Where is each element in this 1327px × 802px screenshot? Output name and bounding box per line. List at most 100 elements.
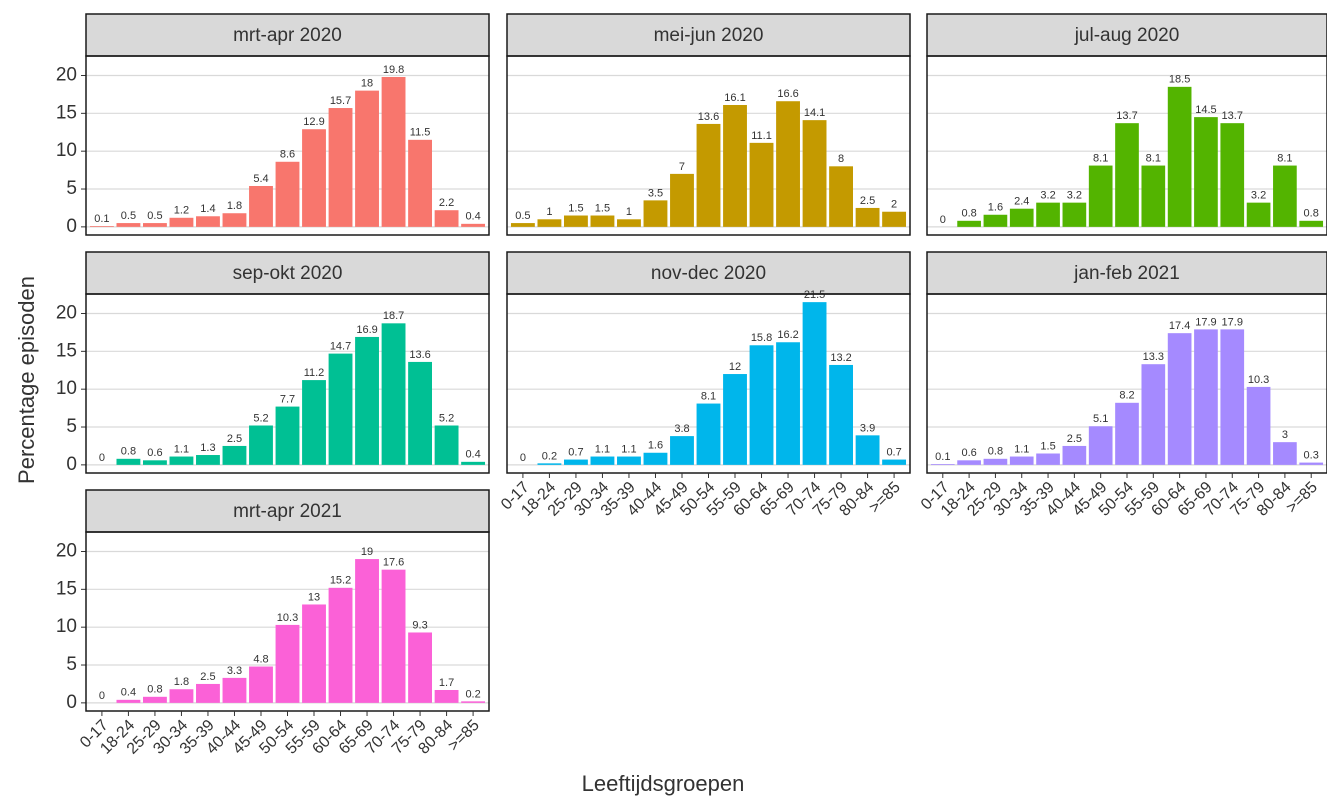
x-tick-label: >=85 (866, 479, 904, 517)
bar (723, 374, 747, 465)
bar (537, 463, 562, 465)
bar (564, 215, 588, 227)
value-label: 0.8 (988, 446, 1003, 458)
facet: mei-jun 2020 0.5 1 1.5 1.5 1 3.5 7 13.6 16.1 11.1 1… (506, 13, 911, 236)
facet-label: sep-okt 2020 (233, 263, 343, 284)
value-label: 17.9 (1222, 316, 1243, 328)
bar (169, 689, 194, 703)
value-label: 2.2 (439, 197, 454, 209)
value-label: 11.2 (304, 367, 325, 379)
value-label: 1.8 (174, 676, 189, 688)
value-label: 13.2 (830, 352, 851, 364)
bar (381, 569, 406, 703)
panel-border (85, 293, 490, 474)
value-label: 2.5 (1067, 433, 1082, 445)
value-label: 19 (361, 546, 373, 558)
y-tick-label: 5 (66, 416, 77, 437)
bar (1036, 453, 1060, 465)
bar (143, 223, 167, 227)
bar (696, 403, 721, 465)
x-tick-label: >=85 (445, 717, 483, 755)
value-label: 12 (729, 361, 741, 373)
value-label: 0.7 (568, 446, 583, 458)
bar (408, 139, 432, 227)
bar (434, 210, 459, 227)
x-axis-title: Leeftijdsgroepen (582, 771, 745, 796)
bar (855, 207, 880, 227)
value-label: 8 (838, 153, 844, 165)
value-label: 16.9 (356, 324, 377, 336)
bar (590, 215, 615, 227)
value-label: 8.1 (1277, 152, 1292, 164)
value-label: 1.6 (648, 440, 663, 452)
value-label: 14.1 (804, 107, 825, 119)
value-label: 18.5 (1169, 74, 1190, 86)
value-label: 7.7 (280, 393, 295, 405)
value-label: 13.7 (1116, 110, 1137, 122)
bar (776, 101, 800, 227)
value-label: 14.7 (330, 341, 351, 353)
value-label: 13.7 (1222, 110, 1243, 122)
bar (1036, 202, 1060, 227)
facet: sep-okt 2020 0 5 10 15 20 0 0.8 0.6 1.1 1.3 2.5 5.2 7… (56, 251, 490, 475)
bar (1167, 86, 1192, 227)
value-label: 3.3 (227, 665, 242, 677)
bar (882, 459, 907, 465)
bar (1088, 426, 1113, 465)
value-label: 7 (679, 161, 685, 173)
bar (643, 452, 668, 465)
bar (1220, 123, 1245, 227)
facet-label: nov-dec 2020 (651, 263, 766, 284)
bar (116, 223, 141, 227)
bar (408, 361, 432, 465)
value-label: 8.1 (1146, 152, 1161, 164)
value-label: 17.6 (383, 557, 404, 569)
y-tick-label: 10 (56, 140, 77, 161)
bar (275, 624, 300, 703)
y-tick-label: 0 (66, 692, 77, 713)
bar (249, 185, 273, 227)
value-label: 4.8 (253, 653, 268, 665)
bar (696, 123, 721, 227)
bar (434, 425, 459, 465)
bar (249, 666, 273, 703)
bar (355, 559, 379, 703)
value-label: 13 (308, 591, 320, 603)
value-label: 0.1 (94, 213, 109, 225)
y-tick-label: 20 (56, 65, 77, 86)
value-label: 16.6 (777, 88, 798, 100)
y-tick-label: 20 (56, 541, 77, 562)
bar (408, 632, 432, 703)
value-label: 12.9 (303, 116, 324, 128)
bar (855, 435, 880, 465)
value-label: 14.5 (1195, 104, 1216, 116)
y-tick-label: 15 (56, 340, 77, 361)
bar (461, 223, 486, 227)
bar (169, 217, 194, 227)
bar (1220, 329, 1245, 465)
value-label: 1.5 (595, 202, 610, 214)
bar (829, 166, 853, 227)
facet: jul-aug 2020 0 0.8 1.6 2.4 3.2 3.2 8.1 13.7 8.1 18… (926, 13, 1327, 236)
bar (1273, 442, 1297, 465)
value-label: 13.6 (698, 111, 719, 123)
value-label: 0.4 (121, 687, 136, 699)
bar (461, 461, 486, 465)
value-label: 1.5 (568, 202, 583, 214)
value-label: 0 (99, 452, 105, 464)
bar (196, 455, 220, 465)
bar (802, 302, 827, 465)
bar (1246, 386, 1271, 465)
value-label: 1.1 (595, 443, 610, 455)
value-label: 1.1 (174, 443, 189, 455)
value-label: 8.2 (1119, 390, 1134, 402)
y-tick-label: 0 (66, 454, 77, 475)
y-tick-label: 15 (56, 578, 77, 599)
y-tick-label: 5 (66, 178, 77, 199)
bar (829, 364, 853, 465)
value-label: 3.9 (860, 422, 875, 434)
bar (670, 436, 694, 465)
bar (196, 216, 220, 227)
value-label: 1.8 (227, 200, 242, 212)
bar (434, 689, 459, 703)
